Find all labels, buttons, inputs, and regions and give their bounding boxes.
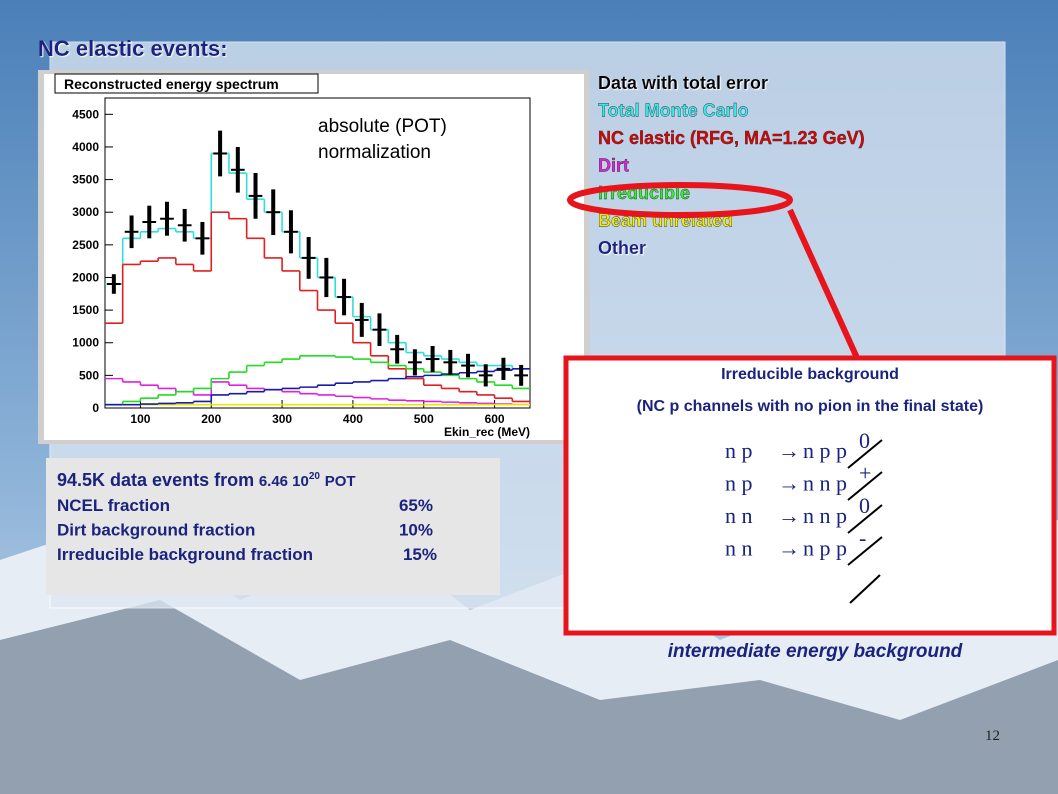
annotation: normalization xyxy=(318,142,431,163)
data-points xyxy=(107,130,528,387)
info-label: Dirt background fraction xyxy=(57,521,255,540)
reaction-arrow: → xyxy=(778,536,800,561)
y-tick-label: 500 xyxy=(79,368,99,382)
reaction-rhs: n n p xyxy=(803,471,847,496)
strike xyxy=(847,536,883,566)
series xyxy=(105,211,530,403)
plot-title-box xyxy=(54,73,319,94)
text: 94.5K data events from xyxy=(57,470,254,490)
callout-title: Irreducible background xyxy=(721,366,899,383)
x-tick-label: 100 xyxy=(130,412,150,426)
plot-area xyxy=(104,97,531,409)
reaction-rhs: n p p xyxy=(803,536,847,561)
y-tick-label: 1000 xyxy=(72,336,99,350)
text: 20 xyxy=(309,471,321,482)
reaction-charge: + xyxy=(859,461,871,486)
strike xyxy=(847,439,883,469)
series xyxy=(105,354,530,406)
caption: intermediate energy background xyxy=(668,641,963,662)
x-axis-label: Ekin_rec (MeV) xyxy=(444,425,530,439)
plot-title: Reconstructed energy spectrum xyxy=(64,76,279,92)
strike-lines xyxy=(847,439,883,604)
x-tick-label: 300 xyxy=(272,412,292,426)
reaction-lhs: n n xyxy=(725,503,753,528)
text: POT xyxy=(325,473,356,490)
legend-entry: NC elastic (RFG, MA=1.23 GeV) xyxy=(598,128,865,148)
reaction-lhs: n p xyxy=(725,438,753,463)
reaction-arrow: → xyxy=(778,438,800,463)
connector xyxy=(787,208,861,362)
reaction-lhs: n n xyxy=(725,536,753,561)
info-headline: 94.5K data events from 6.46 1020 POT xyxy=(57,464,356,490)
annotation: absolute (POT) xyxy=(318,116,447,137)
y-tick-label: 4000 xyxy=(72,140,99,154)
y-tick-label: 3500 xyxy=(72,173,99,187)
reaction-charge: - xyxy=(859,526,866,551)
info-rows: NCEL fraction 65% Dirt background fraction… xyxy=(57,496,437,564)
strike xyxy=(847,504,883,534)
reaction-arrow: → xyxy=(778,471,800,496)
plot: 0 500 1000 1500 2000 2500 3000 3500 4000 4500 100 2… xyxy=(72,97,531,426)
y-tick-label: 2000 xyxy=(72,270,99,284)
y-tick-label: 1500 xyxy=(72,303,99,317)
reaction-arrow: → xyxy=(778,503,800,528)
legend-entry: Data with total error xyxy=(598,73,768,93)
x-tick-label: 400 xyxy=(343,412,363,426)
reactions: n p → n p p 0n p → n n p +n n → n n p 0n n → n p p- xyxy=(725,428,871,561)
reaction-charge: 0 xyxy=(859,493,870,518)
highlight-ellipse xyxy=(567,182,793,218)
info-label: Irreducible background fraction xyxy=(57,545,313,564)
info-label: NCEL fraction xyxy=(57,496,170,515)
info-box xyxy=(46,458,500,595)
reaction-charge: 0 xyxy=(859,428,870,453)
slide-title: NC elastic events: xyxy=(38,36,228,61)
callout-subtitle: (NC p channels with no pion in the final… xyxy=(637,398,984,415)
strike xyxy=(849,574,881,604)
y-tick-label: 3000 xyxy=(72,205,99,219)
x-tick-label: 200 xyxy=(201,412,221,426)
y-tick-label: 4500 xyxy=(72,107,99,121)
reaction-rhs: n n p xyxy=(803,503,847,528)
legend-entry: Dirt xyxy=(598,156,629,176)
legend-entry: Total Monte Carlo xyxy=(598,101,749,121)
page-number: 12 xyxy=(985,728,1000,744)
mountain-shadow xyxy=(0,600,1058,794)
reaction-rhs: n p p xyxy=(803,438,847,463)
y-tick-label: 2500 xyxy=(72,238,99,252)
info-value: 65% xyxy=(399,496,433,515)
text: 6.46 10 xyxy=(259,473,309,490)
strike xyxy=(847,471,883,501)
info-value: 15% xyxy=(403,545,437,564)
x-tick-label: 600 xyxy=(485,412,505,426)
callout-box xyxy=(563,355,1057,636)
info-value: 10% xyxy=(399,521,433,540)
y-tick-label: 0 xyxy=(92,401,99,415)
x-tick-label: 500 xyxy=(414,412,434,426)
legend-entry: Other xyxy=(598,238,646,258)
reaction-lhs: n p xyxy=(725,471,753,496)
